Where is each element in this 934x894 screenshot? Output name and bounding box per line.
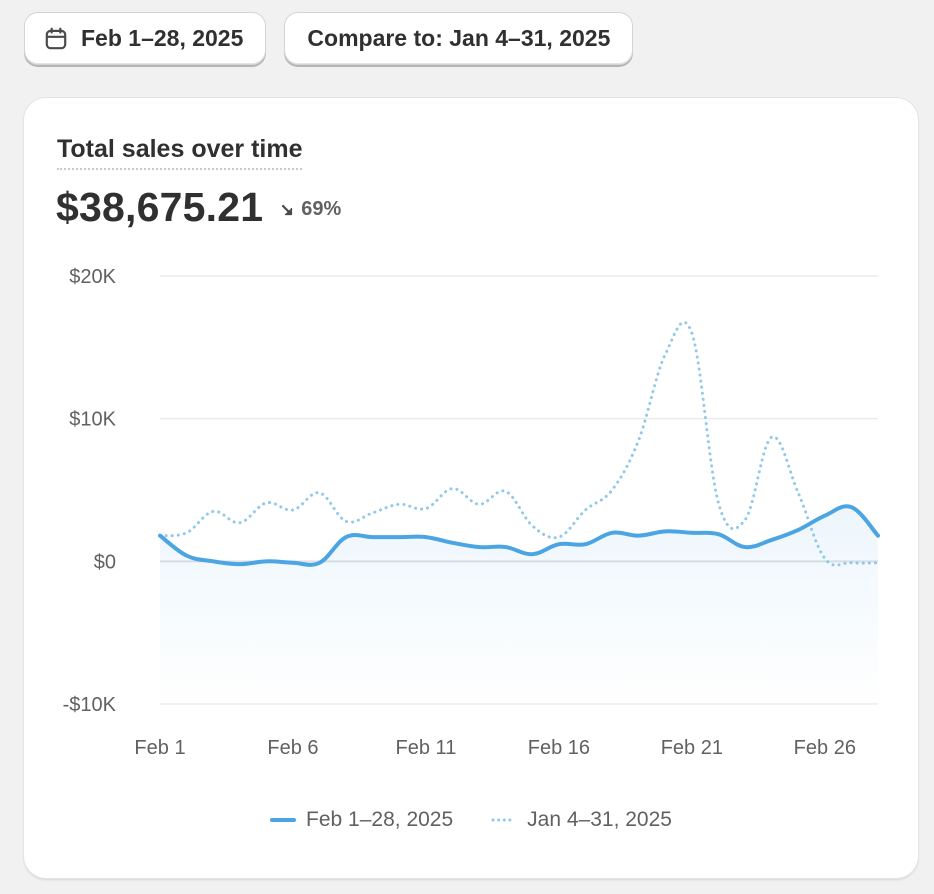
series-line-current (158, 504, 880, 567)
sales-chart: $20K$10K$0-$10K Feb 1 Feb 6 Feb 11 Feb 16 Fe… (63, 266, 880, 759)
x-tick-label: Feb 16 (528, 737, 590, 759)
calendar-icon (45, 27, 67, 49)
date-range-label: Feb 1–28, 2025 (81, 25, 244, 51)
series-line-previous (158, 320, 880, 567)
x-tick-label: Feb 26 (794, 737, 856, 759)
y-tick-label: $10K (69, 409, 116, 431)
toolbar: Feb 1–28, 2025 Compare to: Jan 4–31, 202… (24, 12, 634, 65)
x-tick-label: Feb 11 (396, 737, 457, 759)
change-indicator: 69% (279, 198, 341, 221)
x-tick-label: Feb 6 (267, 737, 318, 759)
compare-button[interactable]: Compare to: Jan 4–31, 2025 (284, 12, 634, 65)
x-tick-label: Feb 1 (134, 737, 185, 759)
compare-label: Compare to: Jan 4–31, 2025 (307, 25, 611, 51)
legend-label-previous: Jan 4–31, 2025 (527, 808, 672, 831)
legend-item-previous[interactable]: Jan 4–31, 2025 (491, 808, 672, 832)
legend-dotted-swatch (491, 818, 517, 822)
x-axis-labels: Feb 1 Feb 6 Feb 11 Feb 16 Feb 21 Feb 26 (134, 737, 856, 759)
y-tick-label: $0 (94, 551, 116, 573)
date-range-button[interactable]: Feb 1–28, 2025 (24, 12, 267, 65)
y-axis-labels: $20K $10K $0 -$10K (63, 266, 117, 716)
series-area-current (160, 506, 878, 704)
card-title[interactable]: Total sales over time (57, 135, 303, 170)
x-tick-label: Feb 21 (661, 737, 723, 759)
legend: Feb 1–28, 2025 Jan 4–31, 2025 (24, 808, 918, 832)
y-tick-label: $20K (69, 266, 116, 288)
legend-label-current: Feb 1–28, 2025 (306, 808, 454, 831)
legend-item-current[interactable]: Feb 1–28, 2025 (270, 808, 453, 832)
sales-card: Total sales over time $38,675.21 69% $20… (24, 98, 918, 878)
arrow-down-right-icon (282, 204, 293, 215)
y-tick-label: -$10K (63, 694, 117, 716)
metric-value: $38,675.21 (56, 184, 264, 230)
change-value: 69% (301, 198, 342, 220)
metric: $38,675.21 69% (56, 184, 341, 231)
legend-solid-swatch (270, 818, 297, 822)
series-lines (158, 320, 880, 704)
